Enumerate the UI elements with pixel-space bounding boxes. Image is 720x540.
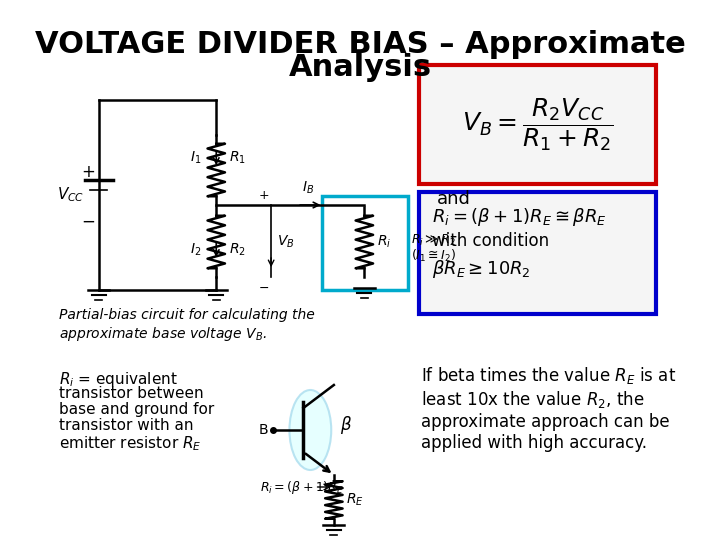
Text: $\beta R_E \geq 10R_2$: $\beta R_E \geq 10R_2$	[432, 258, 531, 280]
Text: transistor with an: transistor with an	[60, 418, 194, 433]
Text: $I_B$: $I_B$	[302, 180, 314, 196]
FancyBboxPatch shape	[419, 192, 656, 314]
Text: $V_B$: $V_B$	[277, 234, 294, 250]
Text: $(I_1 \cong I_2)$: $(I_1 \cong I_2)$	[410, 248, 456, 264]
Text: $R_E$: $R_E$	[346, 492, 364, 508]
Text: transistor between: transistor between	[60, 386, 204, 401]
Text: base and ground for: base and ground for	[60, 402, 215, 417]
Text: $R_1$: $R_1$	[230, 150, 246, 166]
Text: $I_1$: $I_1$	[190, 150, 202, 166]
Ellipse shape	[289, 390, 331, 470]
Text: $R_i$ = equivalent: $R_i$ = equivalent	[60, 370, 178, 389]
Text: $I_2$: $I_2$	[190, 242, 202, 258]
Text: emitter resistor $R_E$: emitter resistor $R_E$	[60, 434, 202, 453]
Text: and: and	[436, 190, 471, 208]
Text: $V_{CC}$: $V_{CC}$	[57, 186, 84, 204]
Text: If beta times the value $R_E$ is at
least 10x the value $R_2$, the
approximate a: If beta times the value $R_E$ is at leas…	[421, 365, 676, 452]
Text: $R_2$: $R_2$	[230, 242, 246, 258]
Text: $\beta$: $\beta$	[340, 414, 352, 436]
Text: B: B	[258, 423, 268, 437]
Text: $R_i = (\beta + 1)R_E \cong \beta R_E$: $R_i = (\beta + 1)R_E \cong \beta R_E$	[432, 206, 607, 228]
Text: $V_B = \dfrac{R_2 V_{CC}}{R_1 + R_2}$: $V_B = \dfrac{R_2 V_{CC}}{R_1 + R_2}$	[462, 97, 613, 153]
Text: $R_i \gg R_2$: $R_i \gg R_2$	[410, 232, 455, 247]
Text: VOLTAGE DIVIDER BIAS – Approximate: VOLTAGE DIVIDER BIAS – Approximate	[35, 30, 685, 59]
Text: $R_i = (\beta+1)R_E$: $R_i = (\beta+1)R_E$	[260, 478, 344, 496]
Text: −: −	[81, 213, 95, 231]
Text: +: +	[81, 163, 95, 181]
Text: −: −	[259, 282, 269, 295]
FancyBboxPatch shape	[419, 65, 656, 184]
Text: $R_i$: $R_i$	[377, 234, 392, 250]
Text: Analysis: Analysis	[289, 53, 431, 82]
Text: +: +	[259, 189, 269, 202]
Text: Partial-bias circuit for calculating the
approximate base voltage $V_B$.: Partial-bias circuit for calculating the…	[60, 308, 315, 342]
Text: with condition: with condition	[432, 232, 549, 250]
